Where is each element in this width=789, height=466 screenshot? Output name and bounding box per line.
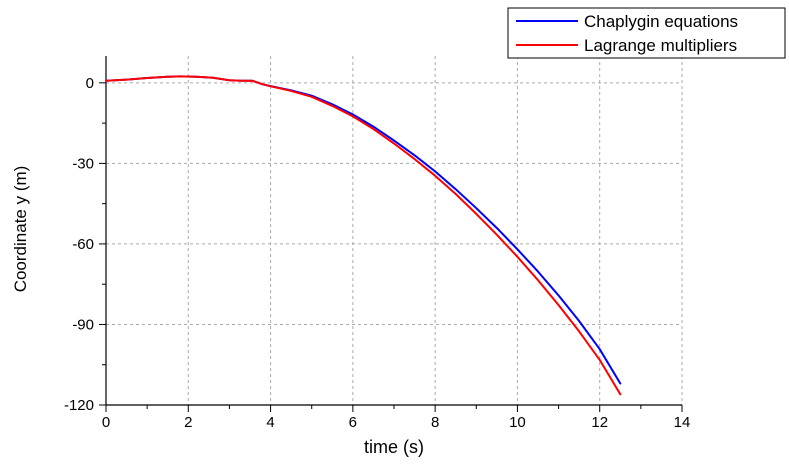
x-tick-label: 0 [102, 414, 110, 431]
series-lines [105, 75, 622, 396]
legend-label-lagrange: Lagrange multipliers [584, 36, 737, 55]
legend-label-chaplygin: Chaplygin equations [584, 12, 738, 31]
x-tick-label: 8 [431, 414, 439, 431]
y-tick-label: -60 [72, 236, 94, 253]
x-tick-label: 10 [509, 414, 526, 431]
x-tick-label: 4 [266, 414, 274, 431]
ticks: 0 2 4 6 8 10 12 14 0 -30 -60 -90 -120 [64, 75, 690, 431]
legend: Chaplygin equations Lagrange multipliers [507, 7, 786, 59]
x-tick-label: 14 [674, 414, 691, 431]
grid-lines [106, 56, 683, 405]
x-tick-label: 12 [591, 414, 608, 431]
y-tick-label: -30 [72, 155, 94, 172]
y-tick-label: -90 [72, 316, 94, 333]
y-tick-label: 0 [86, 75, 94, 92]
x-axis-label: time (s) [364, 437, 424, 457]
legend-box [507, 7, 786, 59]
x-tick-label: 6 [349, 414, 357, 431]
series-line-lagrange [105, 75, 622, 396]
y-tick-label: -120 [64, 397, 94, 414]
y-axis-label: Coordinate y (m) [11, 166, 30, 293]
x-tick-label: 2 [184, 414, 192, 431]
